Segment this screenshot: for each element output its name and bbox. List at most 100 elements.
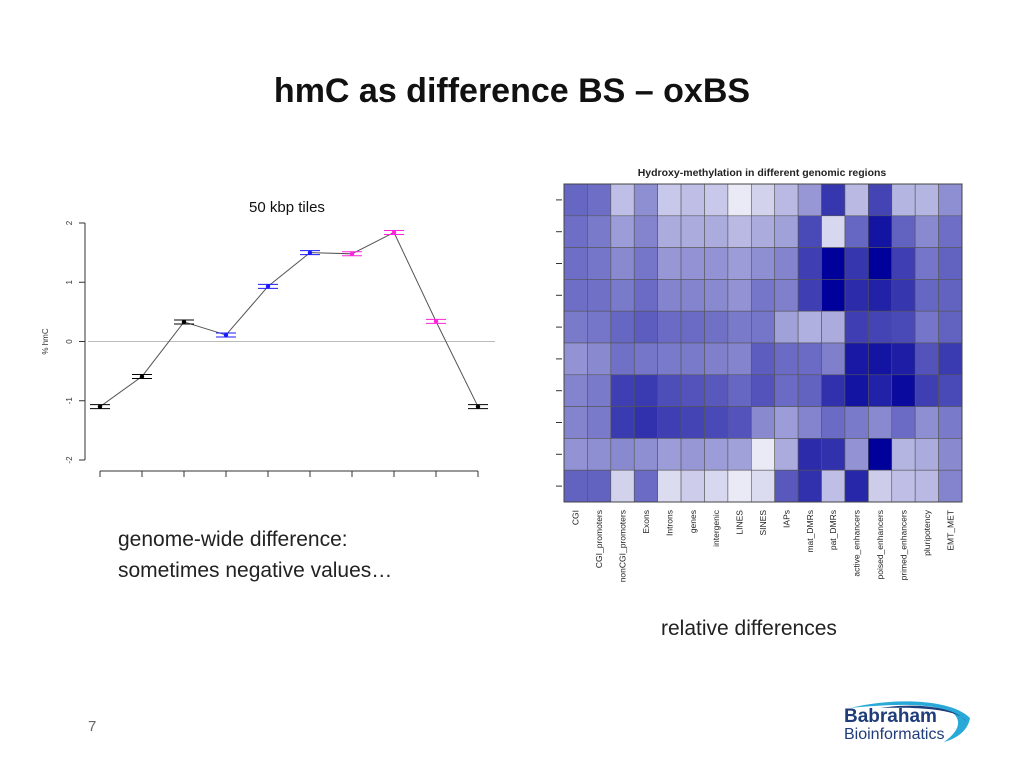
heatmap-cell — [587, 183, 612, 217]
heatmap-cell — [844, 374, 869, 407]
heatmap-cell — [610, 342, 635, 376]
heatmap-cell — [750, 406, 776, 439]
heatmap-cell — [727, 183, 752, 217]
heatmap-cell — [844, 215, 869, 248]
heatmap-cell — [821, 310, 846, 344]
heatmap-cell — [891, 247, 916, 280]
column-label: IAPs — [781, 510, 791, 528]
heatmap-cell — [821, 183, 846, 217]
heatmap-cell — [563, 310, 588, 344]
heatmap-cell — [797, 469, 822, 503]
heatmap-cell — [844, 310, 869, 344]
heatmap-cell — [797, 406, 822, 439]
heatmap-cell — [774, 215, 799, 248]
logo-text-line1: Babraham — [844, 706, 937, 727]
heatmap-cell — [633, 438, 658, 471]
heatmap-cell — [680, 342, 705, 376]
heatmap-cell — [844, 247, 869, 280]
heatmap-cell — [610, 374, 635, 407]
heatmap-cell — [891, 310, 916, 344]
heatmap-cell — [868, 406, 893, 439]
heatmap-cell — [797, 342, 822, 376]
column-label: EMT_MET — [945, 510, 955, 551]
heatmap-cell — [587, 342, 612, 376]
heatmap-cell — [704, 374, 729, 407]
heatmap-cell — [844, 438, 869, 471]
heatmap-cell — [774, 406, 799, 439]
heatmap-cell — [563, 279, 588, 312]
column-label: primed_enhancers — [898, 510, 908, 580]
heatmap-cell — [750, 469, 776, 503]
heatmap-cell — [657, 183, 682, 217]
heatmap-cell — [727, 215, 752, 248]
heatmap-cell — [750, 310, 776, 344]
logo-text-line2: Bioinformatics — [844, 726, 945, 743]
heatmap-cell — [704, 279, 729, 312]
heatmap-cell — [563, 438, 588, 471]
series-line — [99, 231, 479, 408]
heatmap-cell — [938, 183, 963, 217]
heatmap-cell — [914, 374, 939, 407]
heatmap-cell — [563, 406, 588, 439]
slide-title: hmC as difference BS – oxBS — [273, 72, 751, 110]
heatmap-cell — [610, 279, 635, 312]
heatmap-cell — [891, 342, 916, 376]
heatmap-cell — [868, 310, 893, 344]
heatmap-cell — [680, 183, 705, 217]
heatmap-cell — [704, 342, 729, 376]
heatmap-cell — [914, 406, 939, 439]
heatmap-cell — [914, 438, 939, 471]
heatmap-cell — [868, 279, 893, 312]
heatmap-cell — [868, 215, 893, 248]
heatmap-cell — [914, 469, 939, 503]
heatmap-cell — [704, 247, 729, 280]
heatmap-cell — [563, 342, 588, 376]
heatmap-cell — [680, 279, 705, 312]
heatmap-cell — [704, 215, 729, 248]
heatmap-cell — [797, 247, 822, 280]
heatmap-cell — [657, 438, 682, 471]
heatmap-cell — [938, 406, 963, 439]
heatmap-cell — [680, 310, 705, 344]
heatmap-cell — [727, 374, 752, 407]
y-axis-label: % hmC — [41, 328, 50, 354]
column-label: active_enhancers — [852, 510, 862, 577]
logo-swoosh-icon — [850, 701, 970, 742]
heatmap-cell — [657, 279, 682, 312]
column-label: SINES — [758, 510, 768, 536]
heatmap-cell — [914, 310, 939, 344]
caption-right: relative differences — [661, 617, 837, 640]
heatmap-cell — [610, 438, 635, 471]
heatmap-cell — [657, 247, 682, 280]
heatmap-cell — [657, 406, 682, 439]
heatmap-cell — [587, 438, 612, 471]
heatmap-cell — [750, 342, 776, 376]
heatmap-cell — [914, 279, 939, 312]
y-tick-label: -2 — [65, 456, 74, 464]
data-point — [181, 319, 187, 325]
data-point — [475, 404, 481, 409]
heatmap-cell — [704, 183, 729, 217]
heatmap-cell — [774, 310, 799, 344]
heatmap-cell — [938, 469, 963, 503]
heatmap-cell — [680, 438, 705, 471]
heatmap-cell — [821, 279, 846, 312]
data-point — [223, 332, 229, 338]
heatmap-cell — [821, 342, 846, 376]
heatmap-chart: Hydroxy-methylation in different genomic… — [556, 167, 963, 582]
heatmap-cell — [563, 469, 588, 503]
heatmap-cell — [868, 247, 893, 280]
heatmap-cell — [657, 374, 682, 407]
column-label: genes — [688, 510, 698, 533]
column-label: CGI_promoters — [594, 510, 604, 568]
heatmap-cell — [587, 247, 612, 280]
caption-left-line1: genome-wide difference: — [118, 528, 348, 551]
heatmap-cell — [750, 247, 776, 280]
heatmap-cell — [727, 438, 752, 471]
heatmap-cell — [657, 310, 682, 344]
heatmap-cell — [938, 374, 963, 407]
heatmap-cell — [727, 342, 752, 376]
heatmap-cell — [844, 469, 869, 503]
heatmap-cell — [704, 310, 729, 344]
heatmap-cell — [797, 438, 822, 471]
